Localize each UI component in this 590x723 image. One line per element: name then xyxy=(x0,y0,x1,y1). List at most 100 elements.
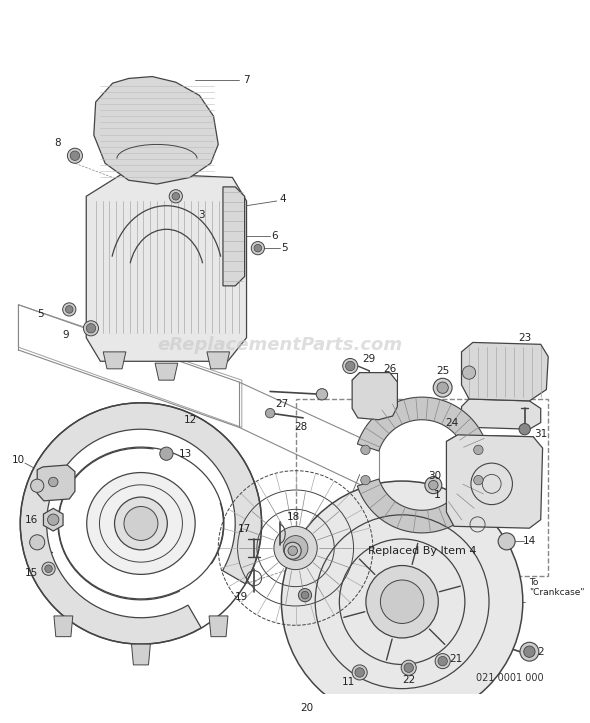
Circle shape xyxy=(114,497,168,550)
Circle shape xyxy=(520,642,539,661)
Text: 4: 4 xyxy=(279,194,286,204)
Circle shape xyxy=(404,663,414,672)
Polygon shape xyxy=(155,363,178,380)
Text: 31: 31 xyxy=(534,429,548,439)
Text: eReplacementParts.com: eReplacementParts.com xyxy=(157,336,402,354)
Circle shape xyxy=(356,711,366,720)
Polygon shape xyxy=(461,399,540,429)
Ellipse shape xyxy=(87,473,195,574)
Circle shape xyxy=(433,378,452,397)
Polygon shape xyxy=(358,397,487,451)
Text: 14: 14 xyxy=(523,536,536,547)
Text: 24: 24 xyxy=(445,418,458,427)
Polygon shape xyxy=(94,77,218,184)
Circle shape xyxy=(425,476,442,494)
Circle shape xyxy=(266,408,275,418)
Bar xyxy=(296,399,548,576)
Circle shape xyxy=(251,241,264,254)
Circle shape xyxy=(428,481,438,490)
Text: 19: 19 xyxy=(235,592,248,602)
Text: 21: 21 xyxy=(449,654,463,664)
Text: 5: 5 xyxy=(281,243,287,253)
Circle shape xyxy=(63,303,76,316)
Circle shape xyxy=(67,148,83,163)
Polygon shape xyxy=(358,479,487,533)
Text: 27: 27 xyxy=(276,398,289,408)
Circle shape xyxy=(474,476,483,485)
Circle shape xyxy=(31,479,44,492)
Circle shape xyxy=(172,192,179,200)
Text: 15: 15 xyxy=(25,568,38,578)
Text: 13: 13 xyxy=(179,449,192,458)
Polygon shape xyxy=(20,403,261,644)
Polygon shape xyxy=(207,352,230,369)
Text: 18: 18 xyxy=(287,512,300,522)
Circle shape xyxy=(366,565,438,638)
Text: 29: 29 xyxy=(362,354,376,364)
Circle shape xyxy=(355,668,365,677)
Text: 25: 25 xyxy=(436,366,449,376)
Circle shape xyxy=(463,366,476,379)
Text: 16: 16 xyxy=(25,515,38,525)
Polygon shape xyxy=(209,616,228,637)
Circle shape xyxy=(343,359,358,374)
Circle shape xyxy=(48,514,59,526)
Circle shape xyxy=(274,526,317,570)
Polygon shape xyxy=(461,343,548,401)
Text: To
"Crankcase": To "Crankcase" xyxy=(529,578,585,597)
Text: 8: 8 xyxy=(55,137,61,147)
Text: 30: 30 xyxy=(428,471,442,482)
Circle shape xyxy=(30,535,45,550)
Circle shape xyxy=(48,477,58,487)
Circle shape xyxy=(284,542,301,559)
Circle shape xyxy=(42,562,55,576)
Circle shape xyxy=(435,654,450,669)
Polygon shape xyxy=(37,465,75,501)
Circle shape xyxy=(438,656,447,666)
Text: 26: 26 xyxy=(384,364,396,374)
Circle shape xyxy=(65,306,73,313)
Circle shape xyxy=(360,445,370,455)
Text: 021 0001 000: 021 0001 000 xyxy=(476,673,543,683)
Text: 20: 20 xyxy=(300,703,313,713)
Circle shape xyxy=(86,324,96,333)
Text: 6: 6 xyxy=(271,231,278,241)
Text: 9: 9 xyxy=(62,330,69,340)
Text: 11: 11 xyxy=(342,677,355,687)
Circle shape xyxy=(524,646,535,657)
Polygon shape xyxy=(151,442,221,509)
Text: 28: 28 xyxy=(294,422,308,432)
Text: 1: 1 xyxy=(434,490,441,500)
Polygon shape xyxy=(319,696,337,710)
Circle shape xyxy=(437,382,448,393)
Text: 2: 2 xyxy=(537,646,544,656)
Circle shape xyxy=(160,447,173,461)
Polygon shape xyxy=(132,644,150,665)
Text: 5: 5 xyxy=(38,309,44,319)
Circle shape xyxy=(352,706,369,723)
Circle shape xyxy=(288,546,297,555)
Text: 17: 17 xyxy=(238,524,251,534)
Circle shape xyxy=(301,591,309,599)
Polygon shape xyxy=(223,187,245,286)
Circle shape xyxy=(45,565,53,573)
Text: 22: 22 xyxy=(402,675,415,685)
Circle shape xyxy=(299,589,312,602)
Polygon shape xyxy=(352,372,398,420)
Circle shape xyxy=(401,660,417,675)
Circle shape xyxy=(381,580,424,623)
Circle shape xyxy=(283,536,308,560)
Polygon shape xyxy=(54,616,73,637)
Circle shape xyxy=(281,481,523,722)
Text: 23: 23 xyxy=(518,333,532,343)
Text: Replaced By Item 4: Replaced By Item 4 xyxy=(368,546,476,555)
Circle shape xyxy=(498,533,515,550)
Circle shape xyxy=(346,362,355,371)
Text: 3: 3 xyxy=(198,210,205,220)
Text: 10: 10 xyxy=(12,455,25,466)
Circle shape xyxy=(352,665,367,680)
Circle shape xyxy=(124,507,158,541)
Circle shape xyxy=(360,476,370,485)
Polygon shape xyxy=(103,352,126,369)
Polygon shape xyxy=(44,508,63,531)
